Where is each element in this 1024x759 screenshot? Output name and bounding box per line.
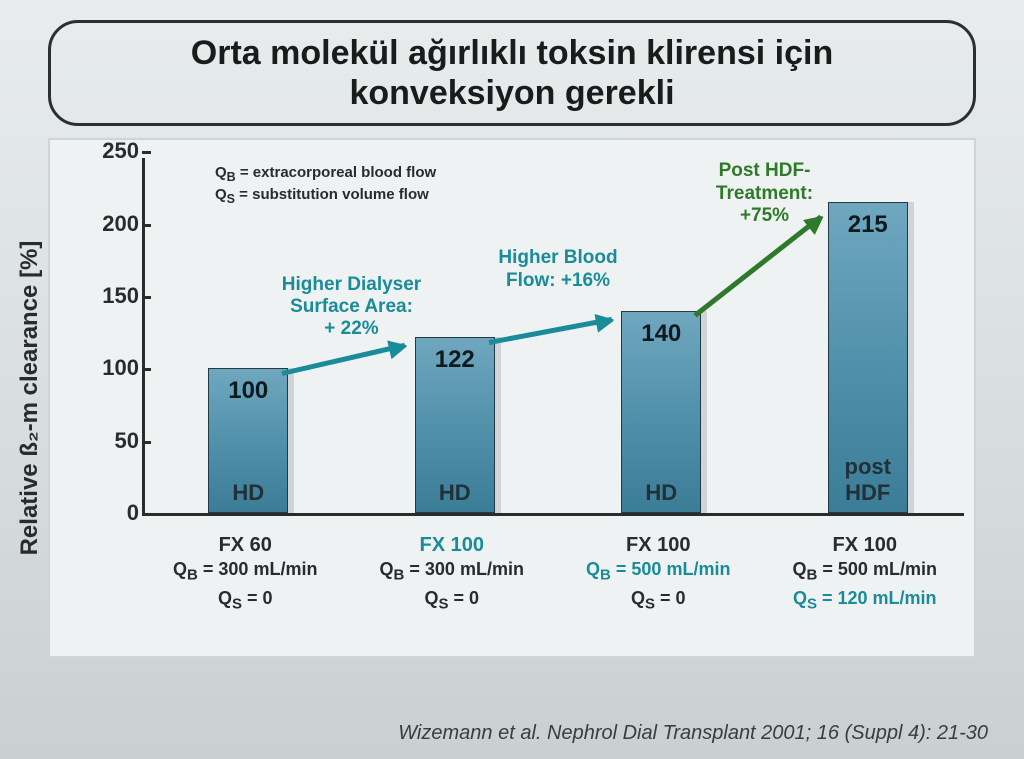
y-tick: 100 xyxy=(85,355,139,381)
x-category-group: FX 100QB = 300 mL/minQS = 0 xyxy=(352,528,552,615)
citation-text: Wizemann et al. Nephrol Dial Transplant … xyxy=(398,722,988,745)
x-qs-label: QS = 0 xyxy=(352,586,552,615)
annotation-label: Higher Dialyser Surface Area: + 22% xyxy=(262,274,442,341)
annotation-label: Higher Blood Flow: +16% xyxy=(468,247,648,292)
y-tick: 200 xyxy=(85,211,139,237)
y-tick: 250 xyxy=(85,138,139,164)
x-category-group: FX 100QB = 500 mL/minQS = 0 xyxy=(558,528,758,615)
x-qs-label: QS = 0 xyxy=(558,586,758,615)
legend-line: QS = substitution volume flow xyxy=(215,186,436,208)
bar-kind-label: HD xyxy=(209,480,287,506)
chart-bar: 122 HD xyxy=(415,337,495,514)
title-box: Orta molekül ağırlıklı toksin klirensi i… xyxy=(48,20,976,126)
x-qb-label: QB = 500 mL/min xyxy=(765,557,965,586)
x-model-label: FX 100 xyxy=(352,534,552,557)
x-category-group: FX 60QB = 300 mL/minQS = 0 xyxy=(145,528,345,615)
trend-arrow xyxy=(694,215,823,318)
x-model-label: FX 100 xyxy=(765,534,965,557)
legend-line: QB = extracorporeal blood flow xyxy=(215,164,436,186)
bar-value-label: 100 xyxy=(209,377,287,405)
x-model-label: FX 60 xyxy=(145,534,345,557)
x-qb-label: QB = 300 mL/min xyxy=(352,557,552,586)
annotation-label: Post HDF- Treatment: +75% xyxy=(675,160,855,227)
y-tick: 150 xyxy=(85,283,139,309)
bar-kind-label: HD xyxy=(416,480,494,506)
x-qb-label: QB = 500 mL/min xyxy=(558,557,758,586)
x-qb-label: QB = 300 mL/min xyxy=(145,557,345,586)
chart-container: Relative ß₂-m clearance [%] QB = extraco… xyxy=(48,138,976,658)
x-axis-groups: FX 60QB = 300 mL/minQS = 0FX 100QB = 300… xyxy=(142,528,964,648)
y-tick: 50 xyxy=(85,428,139,454)
bar-kind-label: HD xyxy=(622,480,700,506)
bar-value-label: 140 xyxy=(622,320,700,348)
y-tick: 0 xyxy=(85,500,139,526)
bar-value-label: 122 xyxy=(416,346,494,374)
bar-kind-label: post HDF xyxy=(829,454,907,506)
trend-arrow xyxy=(488,317,612,345)
x-qs-label: QS = 0 xyxy=(145,586,345,615)
chart-bar: 140 HD xyxy=(621,311,701,514)
chart-bar: 215post HDF xyxy=(828,202,908,513)
title-line-1: Orta molekül ağırlıklı toksin klirensi i… xyxy=(75,33,949,73)
x-model-label: FX 100 xyxy=(558,534,758,557)
plot-area: QB = extracorporeal blood flowQS = subst… xyxy=(142,158,964,516)
x-qs-label: QS = 120 mL/min xyxy=(765,586,965,615)
chart-bar: 100 HD xyxy=(208,368,288,513)
y-axis-label: Relative ß₂-m clearance [%] xyxy=(16,241,44,556)
slide-root: Orta molekül ağırlıklı toksin klirensi i… xyxy=(0,0,1024,759)
chart-legend: QB = extracorporeal blood flowQS = subst… xyxy=(215,164,436,207)
x-category-group: FX 100QB = 500 mL/minQS = 120 mL/min xyxy=(765,528,965,615)
title-line-2: konveksiyon gerekli xyxy=(75,73,949,113)
trend-arrow xyxy=(282,343,406,376)
